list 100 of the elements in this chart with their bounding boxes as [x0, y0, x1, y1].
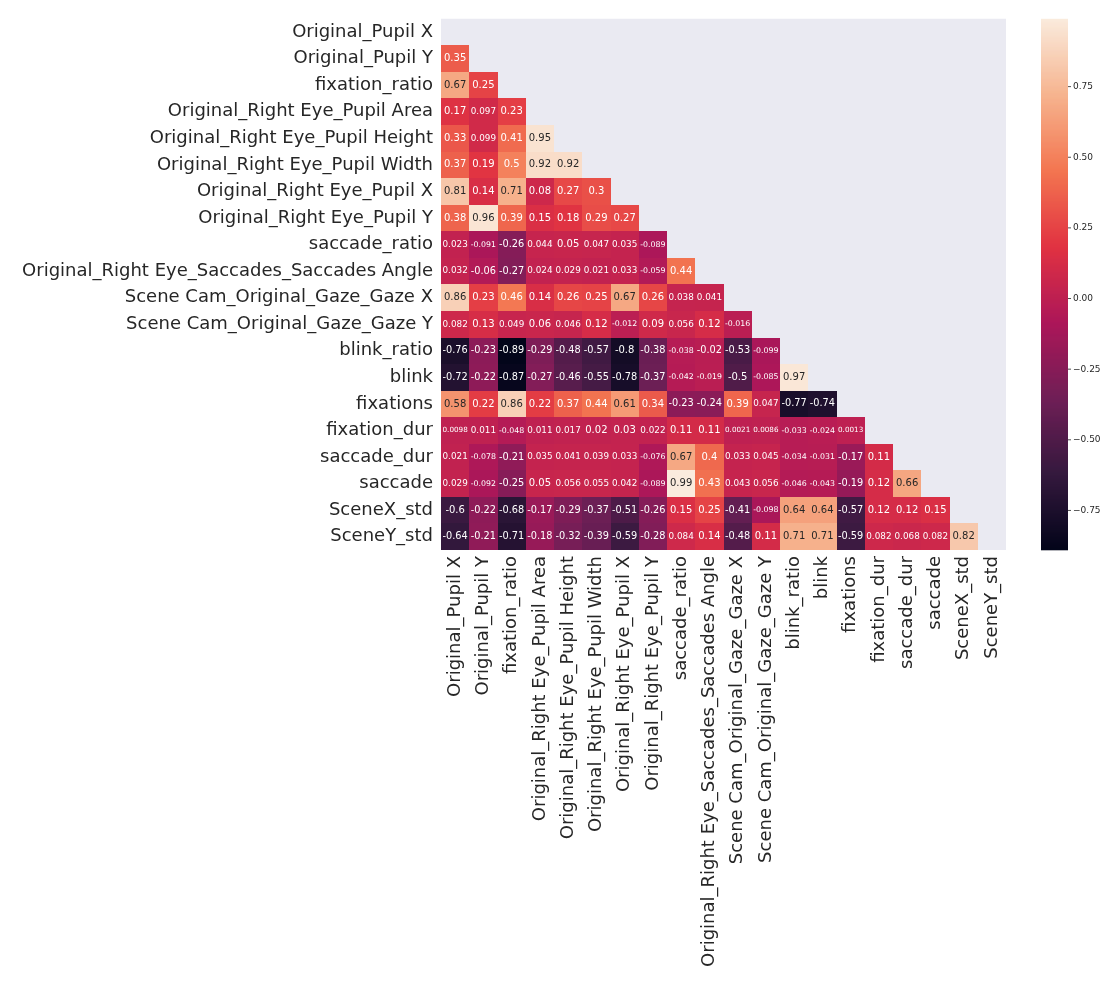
- data-label: -0.27: [527, 370, 553, 382]
- data-label: 0.12: [867, 503, 891, 515]
- data-label: -0.41: [725, 503, 751, 515]
- data-label: 0.67: [669, 450, 693, 462]
- data-label: 0.61: [613, 397, 636, 409]
- data-label: -0.24: [696, 397, 722, 409]
- data-label: 0.35: [443, 52, 467, 64]
- y-tick-label: fixations: [356, 391, 433, 413]
- data-label: 0.92: [528, 158, 552, 170]
- data-label: 0.056: [555, 477, 582, 488]
- x-tick-label: saccade: [923, 556, 945, 630]
- data-label: -0.57: [838, 503, 864, 515]
- data-label: 0.22: [472, 397, 495, 409]
- y-tick-label: saccade_ratio: [308, 232, 433, 255]
- x-tick-label: Scene Cam_Original_Gaze_Gaze X: [725, 556, 748, 865]
- data-label: -0.89: [499, 344, 525, 356]
- data-label: 0.14: [698, 530, 721, 542]
- data-label: 0.4: [701, 450, 718, 462]
- x-tick-label: blink: [810, 555, 832, 600]
- color-bar-label: 0.25: [1073, 222, 1094, 233]
- data-label: -0.72: [442, 370, 468, 382]
- data-label: 0.082: [442, 318, 468, 329]
- data-label: 0.22: [528, 397, 552, 409]
- data-label: -0.22: [470, 503, 496, 515]
- data-label: 0.15: [528, 211, 552, 223]
- x-tick-label: Original_Right Eye_Pupil Width: [584, 556, 607, 833]
- data-label: 0.96: [472, 211, 495, 223]
- data-label: 0.37: [556, 397, 580, 409]
- y-tick-label: blink_ratio: [339, 338, 433, 361]
- data-label: 0.022: [640, 424, 666, 435]
- y-tick-label: SceneY_std: [330, 524, 433, 547]
- data-label: 0.23: [500, 105, 523, 117]
- data-label: 0.14: [472, 185, 495, 197]
- data-label: 0.044: [527, 238, 553, 249]
- data-label: 0.29: [585, 211, 608, 223]
- data-label: 0.15: [669, 503, 693, 515]
- data-label: -0.59: [612, 530, 638, 542]
- x-tick-label: SceneX_std: [951, 556, 974, 661]
- color-bar-label: 0.00: [1073, 292, 1094, 303]
- data-label: 0.27: [613, 211, 636, 223]
- data-label: -0.55: [583, 370, 609, 382]
- data-label: 0.19: [472, 158, 495, 170]
- data-label: 0.86: [443, 291, 467, 303]
- data-label: 0.12: [895, 503, 919, 515]
- data-label: 0.95: [528, 131, 552, 143]
- x-tick-label: fixation_dur: [866, 555, 889, 663]
- y-tick-label: Original_Right Eye_Pupil X: [196, 179, 433, 202]
- data-label: 0.38: [443, 211, 467, 223]
- data-label: 0.66: [895, 477, 919, 489]
- data-label: 0.34: [641, 397, 665, 409]
- data-label: -0.53: [725, 344, 751, 356]
- data-label: 0.029: [555, 265, 581, 276]
- x-tick-label: Original_Right Eye_Saccades_Saccades Angle: [697, 556, 720, 967]
- data-label: 0.15: [924, 503, 947, 515]
- data-label: 0.71: [782, 530, 806, 542]
- data-label: -0.68: [499, 503, 525, 515]
- color-bar-label: −0.25: [1073, 363, 1101, 374]
- data-label: 0.055: [583, 477, 609, 488]
- data-label: 0.11: [669, 424, 693, 436]
- y-tick-label: fixation_ratio: [314, 72, 433, 95]
- data-label: -0.02: [696, 344, 722, 356]
- data-label: 0.43: [698, 477, 721, 489]
- data-label: 0.042: [612, 477, 638, 488]
- data-label: 0.05: [528, 477, 552, 489]
- data-label: 0.068: [894, 531, 920, 542]
- data-label: -0.29: [527, 344, 553, 356]
- data-label: 0.041: [555, 451, 581, 462]
- x-tick-label: fixation_ratio: [499, 556, 522, 675]
- data-label: 0.02: [585, 424, 608, 436]
- data-label: 0.67: [613, 291, 636, 303]
- data-label: 0.09: [641, 317, 665, 329]
- color-bar-label: −0.75: [1073, 504, 1101, 515]
- data-label: -0.06: [470, 264, 496, 276]
- y-tick-label: Scene Cam_Original_Gaze_Gaze Y: [126, 311, 434, 334]
- data-label: 0.041: [696, 291, 722, 302]
- data-label: 0.021: [442, 451, 468, 462]
- x-tick-label: fixations: [838, 556, 860, 633]
- data-label: -0.28: [640, 530, 666, 542]
- y-tick-label: blink: [389, 365, 434, 387]
- data-label: 0.047: [753, 398, 779, 409]
- data-label: 0.71: [811, 530, 834, 542]
- data-label: -0.78: [612, 370, 638, 382]
- data-label: 0.035: [527, 451, 553, 462]
- y-tick-label: Original_Right Eye_Pupil Area: [167, 99, 433, 122]
- data-label: 0.18: [556, 211, 580, 223]
- data-label: 0.99: [669, 477, 693, 489]
- data-label: 0.67: [443, 78, 467, 90]
- data-label: 0.084: [668, 531, 695, 542]
- data-label: 0.033: [725, 451, 751, 462]
- data-label: 0.049: [499, 318, 525, 329]
- data-label: -0.87: [499, 370, 525, 382]
- data-label: -0.18: [527, 530, 553, 542]
- x-tick-label: saccade_ratio: [668, 556, 691, 681]
- data-label: 0.082: [866, 531, 892, 542]
- data-label: 0.17: [443, 105, 467, 117]
- data-label: 0.27: [556, 185, 580, 197]
- data-label: 0.86: [500, 397, 523, 409]
- data-label: 0.25: [472, 78, 495, 90]
- data-label: -0.26: [640, 503, 666, 515]
- data-label: 0.92: [556, 158, 580, 170]
